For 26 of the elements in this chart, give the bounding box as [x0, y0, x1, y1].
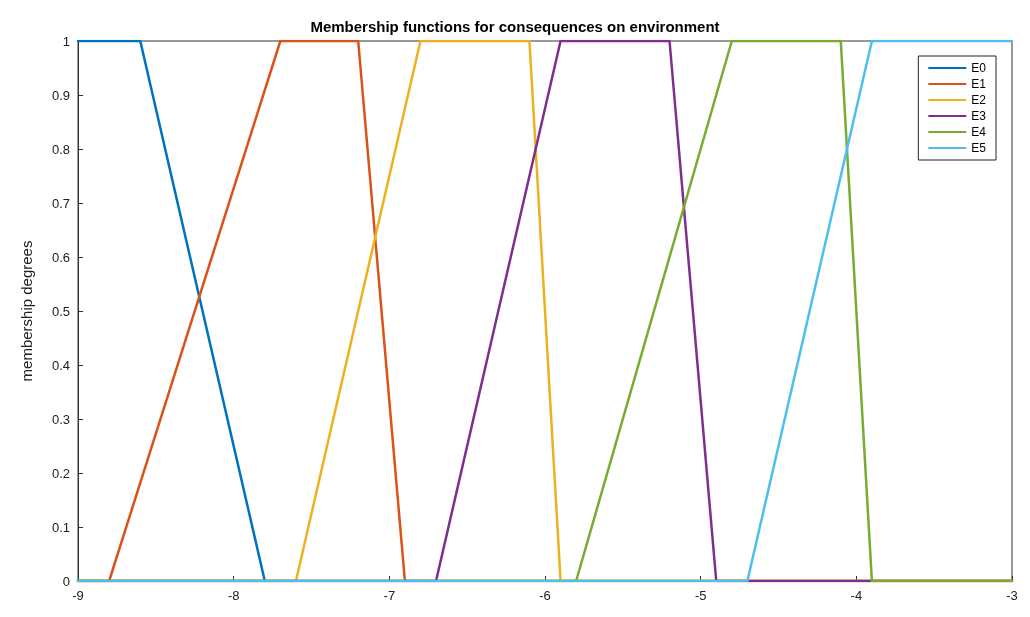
- y-tick-label: 0.8: [51, 141, 70, 157]
- y-tick-label: 0.7: [51, 195, 70, 211]
- y-tick-label: 0.2: [51, 465, 70, 481]
- x-tick-label: -9: [72, 588, 84, 603]
- x-tick-label: -5: [694, 588, 707, 603]
- y-tick-label: 0.9: [51, 87, 70, 103]
- legend-label: E0: [971, 61, 987, 75]
- legend-label: E5: [971, 141, 987, 155]
- legend-label: E1: [971, 77, 987, 91]
- y-axis-title: membership degrees: [18, 240, 35, 382]
- x-tick-label: -7: [383, 588, 396, 603]
- y-tick-label: 0.5: [51, 303, 70, 319]
- y-tick-label: 1: [62, 33, 70, 49]
- legend-label: E4: [971, 125, 987, 139]
- y-tick-label: 0.3: [51, 411, 70, 427]
- legend-label: E2: [971, 93, 987, 107]
- x-tick-label: -3: [1006, 588, 1018, 603]
- y-tick-label: 0.6: [51, 249, 70, 265]
- chart-title: Membership functions for consequences on environment: [310, 18, 720, 35]
- x-tick-label: -6: [539, 588, 551, 603]
- y-tick-label: 0: [62, 573, 70, 589]
- y-tick-label: 0.1: [51, 519, 70, 535]
- x-tick-label: -8: [227, 588, 240, 603]
- x-tick-label: -4: [850, 588, 863, 603]
- legend-label: E3: [971, 109, 987, 123]
- y-tick-label: 0.4: [51, 357, 70, 373]
